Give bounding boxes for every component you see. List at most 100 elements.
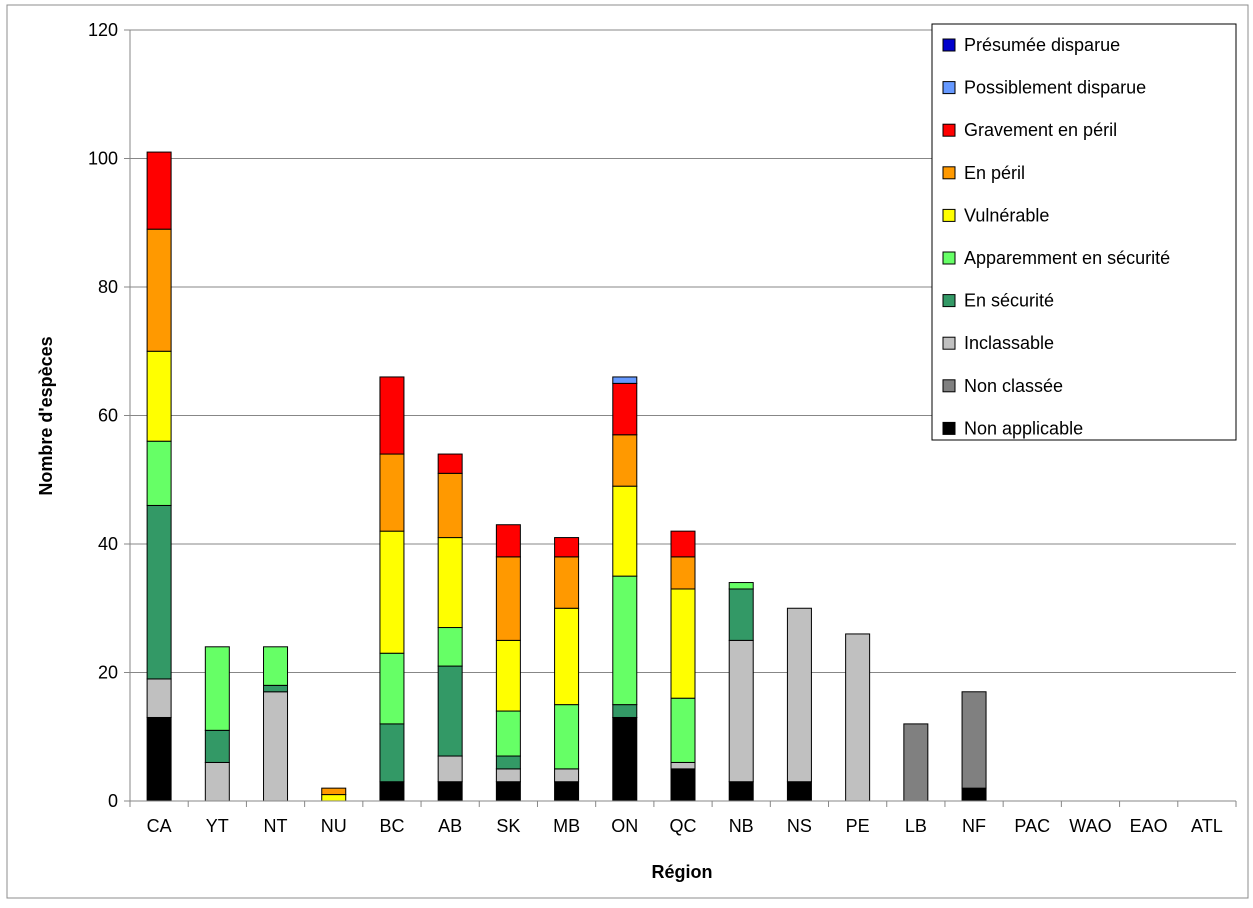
- bar-segment-yt: [204, 729, 230, 763]
- y-axis-title: Nombre d'espèces: [36, 336, 56, 495]
- x-tick-label-atl: ATL: [1191, 816, 1223, 836]
- bar-segment-ca: [146, 350, 172, 442]
- legend-label: Non classée: [964, 376, 1063, 396]
- bar-segment-nt: [263, 646, 289, 686]
- bar-segment-nf: [961, 691, 987, 789]
- x-tick-label-mb: MB: [553, 816, 580, 836]
- legend-swatch: [942, 336, 956, 350]
- x-tick-label-on: ON: [611, 816, 638, 836]
- bar-segment-bc: [379, 530, 405, 654]
- bar-segment-nt: [263, 691, 289, 802]
- y-tick-label: 20: [98, 663, 118, 683]
- bar-segment-sk: [495, 639, 521, 712]
- bar-segment-ns: [786, 607, 812, 783]
- bar-segment-ca: [146, 440, 172, 506]
- y-tick-label: 80: [98, 277, 118, 297]
- bars: [146, 151, 987, 802]
- legend-swatch: [942, 379, 956, 393]
- x-tick-label-ca: CA: [147, 816, 172, 836]
- axes: 0 20 40 60 80 100 120 CA YT NT NU BC AB SK MB ON QC NB NS P…: [88, 20, 1237, 836]
- bar-segment-bc: [379, 723, 405, 783]
- bar-segment-on: [612, 434, 638, 487]
- legend-swatch: [942, 123, 956, 137]
- bar-segment-ca: [146, 716, 172, 802]
- bar-segment-mb: [554, 607, 580, 706]
- bar-segment-nu: [321, 787, 347, 796]
- bar-segment-sk: [495, 781, 521, 802]
- legend-label: Possiblement disparue: [964, 78, 1146, 98]
- x-tick-label-nu: NU: [321, 816, 347, 836]
- legend-label: Présumée disparue: [964, 35, 1120, 55]
- bar-segment-sk: [495, 710, 521, 757]
- bar-segment-nb: [728, 588, 754, 641]
- bar-segment-bc: [379, 453, 405, 532]
- bar-segment-nb: [728, 582, 754, 590]
- bar-segment-mb: [554, 781, 580, 802]
- bar-segment-yt: [204, 646, 230, 731]
- y-tick-label: 120: [88, 20, 118, 40]
- bar-segment-on: [612, 376, 638, 384]
- x-tick-label-pe: PE: [846, 816, 870, 836]
- bar-segment-nf: [961, 787, 987, 802]
- legend-label: Inclassable: [964, 333, 1054, 353]
- legend-swatch: [942, 251, 956, 265]
- legend-swatch: [942, 38, 956, 52]
- bar-segment-mb: [554, 556, 580, 609]
- bar-segment-qc: [670, 588, 696, 699]
- x-tick-label-wao: WAO: [1069, 816, 1111, 836]
- bar-segment-ab: [437, 472, 463, 539]
- y-tick-label: 100: [88, 149, 118, 169]
- bar-segment-sk: [495, 768, 521, 783]
- bar-segment-on: [612, 485, 638, 577]
- bar-segment-ca: [146, 228, 172, 352]
- x-tick-label-ns: NS: [787, 816, 812, 836]
- bar-segment-mb: [554, 704, 580, 770]
- bar-segment-nb: [728, 781, 754, 802]
- x-tick-label-pac: PAC: [1014, 816, 1050, 836]
- x-tick-label-sk: SK: [496, 816, 520, 836]
- bar-segment-pe: [845, 633, 871, 802]
- x-tick-label-nf: NF: [962, 816, 986, 836]
- legend-label: Apparemment en sécurité: [964, 248, 1170, 268]
- x-tick-label-nb: NB: [729, 816, 754, 836]
- x-tick-label-nt: NT: [264, 816, 288, 836]
- bar-segment-ca: [146, 151, 172, 230]
- legend-swatch: [942, 208, 956, 222]
- bar-segment-nt: [263, 684, 289, 693]
- bar-segment-qc: [670, 530, 696, 558]
- bar-segment-sk: [495, 524, 521, 558]
- bar-segment-ab: [437, 665, 463, 757]
- legend: Présumée disparue Possiblement disparue Gr…: [931, 23, 1237, 441]
- x-tick-label-ab: AB: [438, 816, 462, 836]
- bar-segment-ab: [437, 537, 463, 629]
- bar-segment-bc: [379, 376, 405, 455]
- legend-swatch: [942, 166, 956, 180]
- legend-label: En sécurité: [964, 291, 1054, 311]
- bar-segment-mb: [554, 537, 580, 558]
- legend-label: Vulnérable: [964, 205, 1049, 225]
- bar-segment-nu: [321, 794, 347, 802]
- y-tick-label: 60: [98, 406, 118, 426]
- bar-segment-ab: [437, 453, 463, 474]
- legend-label: En péril: [964, 163, 1025, 183]
- bar-segment-mb: [554, 768, 580, 783]
- bar-segment-lb: [903, 723, 929, 802]
- bar-segment-sk: [495, 755, 521, 770]
- bar-segment-qc: [670, 697, 696, 763]
- bar-segment-ca: [146, 678, 172, 718]
- x-tick-label-eao: EAO: [1130, 816, 1168, 836]
- legend-swatch: [942, 421, 956, 435]
- bar-segment-sk: [495, 556, 521, 641]
- legend-swatch: [942, 81, 956, 95]
- x-tick-label-yt: YT: [206, 816, 229, 836]
- bar-segment-bc: [379, 781, 405, 802]
- bar-segment-ns: [786, 781, 812, 802]
- x-tick-label-qc: QC: [670, 816, 697, 836]
- bar-segment-ab: [437, 755, 463, 783]
- legend-label: Non applicable: [964, 418, 1083, 438]
- x-axis-title: Région: [652, 862, 713, 882]
- y-tick-label: 40: [98, 534, 118, 554]
- legend-label: Gravement en péril: [964, 120, 1117, 140]
